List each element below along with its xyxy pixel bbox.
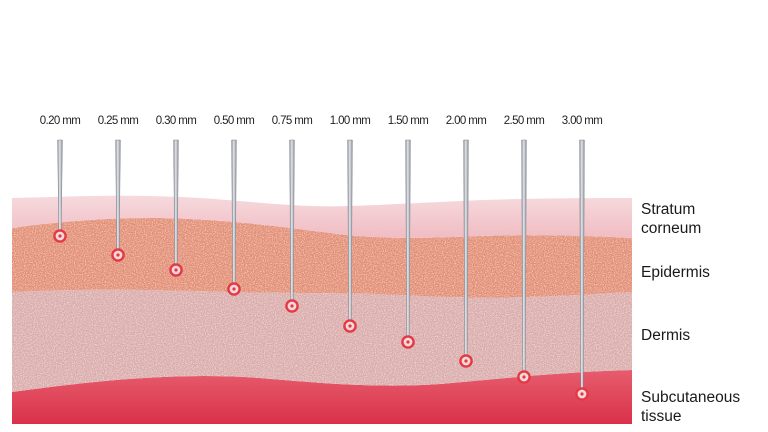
label-stratum-corneum-line1: Stratum bbox=[641, 201, 695, 218]
needle-tip-dot bbox=[232, 287, 236, 291]
needle-3: 0.30 mm bbox=[156, 115, 197, 277]
needle-tip-dot bbox=[464, 359, 468, 363]
needle-9: 2.50 mm bbox=[504, 115, 545, 384]
epidermis-texture bbox=[12, 218, 632, 298]
needle-depth-label: 1.50 mm bbox=[388, 115, 429, 127]
needle-tip-dot bbox=[116, 253, 120, 257]
needle-tip-dot bbox=[174, 268, 178, 272]
label-subcutaneous-tissue: Subcutaneous tissue bbox=[641, 389, 744, 425]
needle-depth-label: 0.75 mm bbox=[272, 115, 313, 127]
needle-depth-label: 0.20 mm bbox=[40, 115, 81, 127]
needle-2: 0.25 mm bbox=[98, 115, 139, 262]
needle-tip-dot bbox=[580, 392, 584, 396]
needle-1: 0.20 mm bbox=[40, 115, 81, 243]
label-subcutaneous-tissue-line2: tissue bbox=[641, 408, 682, 425]
needle-tip-dot bbox=[348, 324, 352, 328]
needle-tip-dot bbox=[58, 234, 62, 238]
label-stratum-corneum: Stratum corneum bbox=[641, 201, 701, 237]
stratum-corneum-layer bbox=[12, 195, 632, 238]
label-epidermis: Epidermis bbox=[641, 264, 710, 281]
layer-labels: Stratum corneum Epidermis Dermis Subcuta… bbox=[641, 201, 744, 425]
needle-4: 0.50 mm bbox=[214, 115, 255, 296]
needle-tip-dot bbox=[406, 340, 410, 344]
needle-8: 2.00 mm bbox=[446, 115, 487, 368]
needle-depth-label: 2.50 mm bbox=[504, 115, 545, 127]
needle-10: 3.00 mm bbox=[562, 115, 603, 401]
needle-7: 1.50 mm bbox=[388, 115, 429, 349]
needle-5: 0.75 mm bbox=[272, 115, 313, 313]
skin-layers bbox=[12, 195, 632, 424]
needle-depth-label: 0.30 mm bbox=[156, 115, 197, 127]
needles: 0.20 mm 0.25 mm 0.30 mm 0.50 mm 0.75 mm 1.00 … bbox=[40, 115, 603, 401]
subcutaneous-tissue-layer bbox=[12, 370, 632, 424]
label-stratum-corneum-line2: corneum bbox=[641, 220, 701, 237]
needle-tip-dot bbox=[290, 304, 294, 308]
needle-depth-label: 3.00 mm bbox=[562, 115, 603, 127]
needle-depth-label: 0.25 mm bbox=[98, 115, 139, 127]
label-dermis: Dermis bbox=[641, 327, 690, 344]
label-subcutaneous-tissue-line1: Subcutaneous bbox=[641, 389, 740, 406]
needle-depth-label: 1.00 mm bbox=[330, 115, 371, 127]
dermis-texture bbox=[12, 289, 632, 392]
needle-depth-label: 0.50 mm bbox=[214, 115, 255, 127]
needle-6: 1.00 mm bbox=[330, 115, 371, 333]
needle-depth-label: 2.00 mm bbox=[446, 115, 487, 127]
needle-tip-dot bbox=[522, 375, 526, 379]
